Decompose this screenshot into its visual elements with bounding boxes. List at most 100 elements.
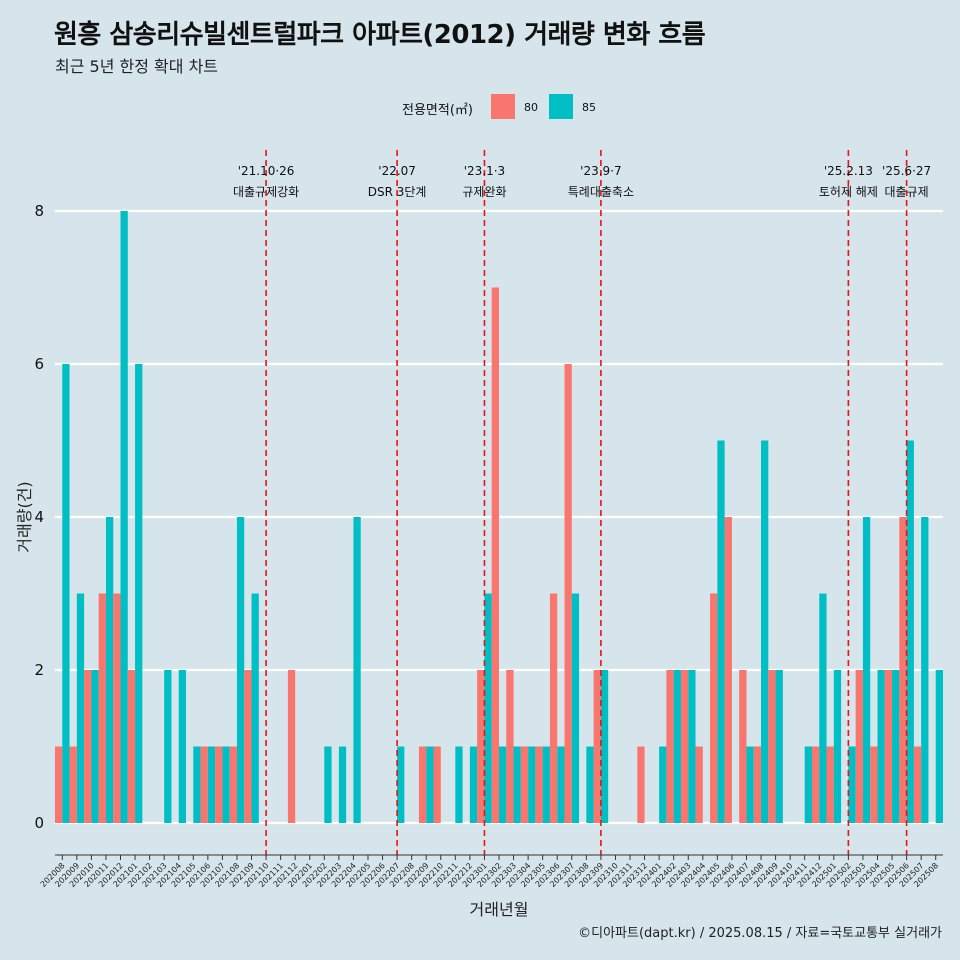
legend-key-85: [549, 94, 573, 119]
bar-85-202009: [76, 593, 85, 823]
bar-80-202407: [739, 670, 747, 823]
bar-85-202008: [62, 364, 70, 823]
event-date-202309: '23.9·7: [580, 164, 621, 178]
bar-80-202505: [884, 670, 893, 823]
bar-80-202009: [69, 746, 77, 823]
bar-85-202101: [135, 364, 143, 823]
bar-85-202303: [513, 746, 521, 823]
bar-85-202106: [207, 746, 216, 823]
y-tick-label: 4: [34, 508, 44, 526]
bar-85-202304: [528, 746, 536, 823]
bar-85-202409: [775, 670, 783, 823]
legend-title: 전용면적(㎡): [402, 103, 473, 118]
bar-85-202204: [353, 517, 361, 823]
legend-label-80: 80: [524, 101, 538, 114]
bar-85-202302: [499, 746, 507, 823]
bar-80-202012: [113, 593, 121, 823]
bar-85-202012: [120, 211, 128, 823]
bar-80-202109: [244, 670, 252, 823]
bar-85-202105: [193, 746, 201, 823]
bar-85-202401: [659, 746, 667, 823]
bar-80-202404: [695, 746, 703, 823]
bar-85-202212: [469, 746, 478, 823]
bar-85-202309: [600, 670, 609, 823]
bar-80-202309: [593, 670, 601, 823]
chart-title: 원흥 삼송리슈빌센트럴파크 아파트(2012) 거래량 변화 흐름: [54, 20, 706, 50]
legend: 전용면적(㎡) 80 85: [0, 92, 960, 122]
bar-80-202506: [899, 517, 907, 823]
bar-85-202407: [746, 746, 754, 823]
bar-80-202507: [913, 746, 922, 823]
bar-80-202304: [520, 746, 529, 823]
bar-80-202101: [127, 670, 136, 823]
bar-85-202307: [571, 593, 580, 823]
bar-85-202506: [906, 440, 914, 823]
y-tick-label: 0: [34, 814, 44, 832]
bar-85-202301: [484, 593, 492, 823]
bar-85-202507: [921, 517, 929, 823]
bar-85-202107: [222, 746, 230, 823]
bar-85-202505: [892, 670, 900, 823]
bar-80-202307: [564, 364, 572, 823]
bar-80-202210: [433, 746, 441, 823]
bar-80-202010: [84, 670, 92, 823]
bar-80-202106: [200, 746, 208, 823]
event-date-202301: '23.1·3: [464, 164, 505, 178]
bar-85-202202: [324, 746, 332, 823]
y-tick-label: 2: [34, 661, 44, 679]
bar-85-202503: [862, 517, 871, 823]
event-date-202502: '25.2.13: [824, 164, 873, 178]
bar-85-202011: [105, 517, 114, 823]
bar-80-202209: [418, 746, 427, 823]
legend-key-80: [491, 94, 515, 119]
bar-80-202008: [55, 746, 63, 823]
legend-label-85: 85: [582, 101, 596, 114]
bar-80-202504: [870, 746, 878, 823]
event-date-202506: '25.6·27: [882, 164, 931, 178]
bar-80-202301: [477, 670, 485, 823]
bar-80-202112: [287, 670, 296, 823]
bar-80-202305: [535, 746, 543, 823]
x-axis-title: 거래년월: [470, 900, 529, 919]
bar-85-202010: [91, 670, 99, 823]
bar-80-202402: [666, 670, 674, 823]
bar-85-202403: [688, 670, 696, 823]
source-caption: ©디아파트(dapt.kr) / 2025.08.15 / 자료=국토교통부 실…: [578, 926, 942, 941]
bar-85-202209: [426, 746, 434, 823]
bar-85-202211: [455, 746, 463, 823]
bar-80-202405: [710, 593, 718, 823]
bar-85-202308: [586, 746, 594, 823]
bar-85-202501: [833, 670, 842, 823]
event-label-202207: DSR 3단계: [368, 185, 427, 199]
event-label-202502: 토허제 해제: [819, 185, 878, 199]
bar-80-202412: [811, 746, 820, 823]
bar-85-202504: [877, 670, 885, 823]
y-axis-title: 거래량(건): [15, 481, 34, 552]
bar-85-202109: [251, 593, 259, 823]
event-label-202301: 규제완화: [462, 185, 506, 199]
bar-85-202405: [717, 440, 725, 823]
bar-85-202203: [338, 746, 347, 823]
event-date-202207: '22.07: [378, 164, 416, 178]
bar-80-202306: [549, 593, 558, 823]
bar-80-202409: [768, 670, 776, 823]
bar-80-202501: [826, 746, 834, 823]
bar-80-202503: [855, 670, 863, 823]
bar-85-202412: [819, 593, 827, 823]
bar-80-202312: [637, 746, 645, 823]
bar-80-202108: [229, 746, 237, 823]
bar-85-202502: [848, 746, 856, 823]
chart-subtitle: 최근 5년 한정 확대 차트: [55, 57, 219, 76]
bar-80-202303: [506, 670, 514, 823]
bar-85-202411: [804, 746, 812, 823]
bar-80-202107: [215, 746, 223, 823]
bar-85-202103: [164, 670, 172, 823]
event-label-202110: 대출규제강화: [233, 185, 299, 199]
bar-80-202406: [724, 517, 732, 823]
bar-85-202207: [397, 746, 405, 823]
bar-85-202408: [761, 440, 769, 823]
event-date-202110: '21.10·26: [238, 164, 295, 178]
y-tick-label: 8: [34, 202, 44, 220]
bar-85-202306: [557, 746, 565, 823]
